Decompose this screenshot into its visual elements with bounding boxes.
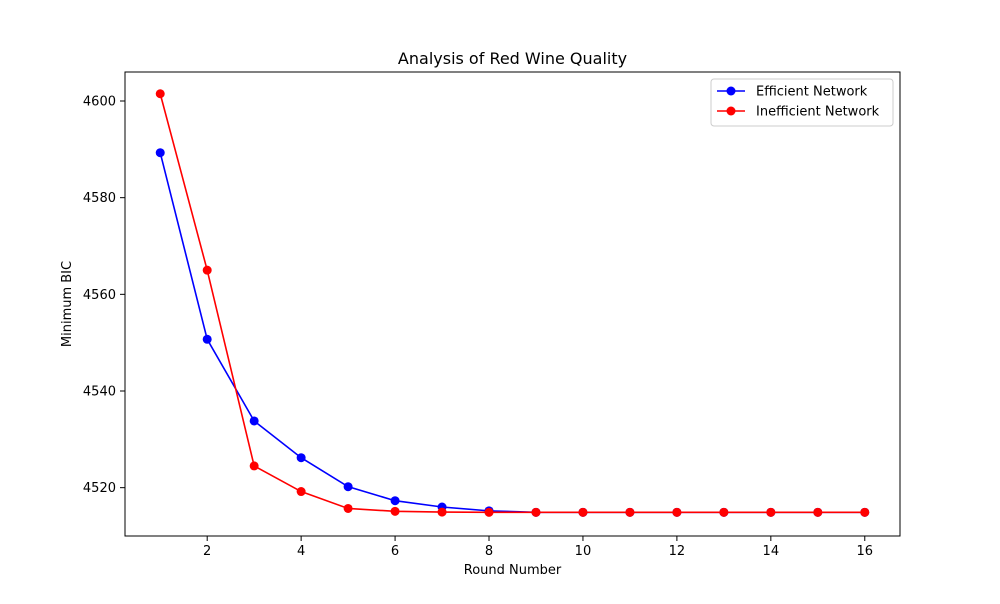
y-tick-label: 4520 bbox=[83, 481, 116, 496]
legend-marker bbox=[726, 86, 736, 96]
legend-item: Inefficient Network bbox=[717, 105, 880, 120]
data-point bbox=[249, 416, 259, 426]
data-point bbox=[155, 89, 165, 99]
series-1 bbox=[155, 89, 870, 517]
x-axis-label: Round Number bbox=[464, 563, 562, 578]
data-point bbox=[155, 148, 165, 158]
legend-label: Inefficient Network bbox=[756, 105, 880, 120]
data-point bbox=[578, 507, 588, 517]
y-tick-label: 4580 bbox=[83, 191, 116, 206]
data-point bbox=[625, 507, 635, 517]
data-point bbox=[860, 507, 870, 517]
data-point bbox=[437, 507, 447, 517]
data-point bbox=[390, 496, 400, 506]
x-tick-label: 16 bbox=[856, 544, 873, 559]
y-tick-label: 4560 bbox=[83, 288, 116, 303]
data-point bbox=[766, 507, 776, 517]
data-point bbox=[484, 507, 494, 517]
legend: Efficient Network Inefficient Network bbox=[710, 78, 894, 127]
data-point bbox=[296, 487, 306, 497]
data-point bbox=[531, 507, 541, 517]
data-point bbox=[813, 507, 823, 517]
series-line bbox=[159, 152, 865, 514]
data-point bbox=[249, 461, 259, 471]
legend-label: Efficient Network bbox=[756, 85, 868, 100]
y-tick-label: 4600 bbox=[83, 95, 116, 110]
plot-frame bbox=[124, 71, 901, 537]
series-line bbox=[159, 93, 865, 514]
series-layer bbox=[155, 89, 870, 517]
data-point bbox=[390, 506, 400, 516]
data-point bbox=[202, 334, 212, 344]
y-axis-ticks: 4520 4540 4560 4580 4600 bbox=[83, 95, 125, 496]
legend-marker bbox=[726, 106, 736, 116]
y-axis-label: Minimum BIC bbox=[60, 261, 75, 347]
x-tick-label: 12 bbox=[669, 544, 686, 559]
x-tick-label: 6 bbox=[391, 544, 399, 559]
x-tick-label: 4 bbox=[297, 544, 305, 559]
x-tick-label: 8 bbox=[485, 544, 493, 559]
data-point bbox=[672, 507, 682, 517]
x-tick-label: 2 bbox=[203, 544, 211, 559]
x-tick-label: 10 bbox=[575, 544, 592, 559]
data-point bbox=[296, 453, 306, 463]
series-0 bbox=[155, 148, 870, 517]
legend-box bbox=[710, 78, 894, 127]
data-point bbox=[343, 482, 353, 492]
data-point bbox=[202, 265, 212, 275]
data-point bbox=[719, 507, 729, 517]
data-point bbox=[343, 503, 353, 513]
chart-title: Analysis of Red Wine Quality bbox=[398, 49, 627, 68]
y-tick-label: 4540 bbox=[83, 385, 116, 400]
x-tick-label: 14 bbox=[763, 544, 780, 559]
x-axis-ticks: 2 4 6 8 10 12 14 16 bbox=[203, 536, 873, 559]
legend-item: Efficient Network bbox=[717, 85, 868, 100]
